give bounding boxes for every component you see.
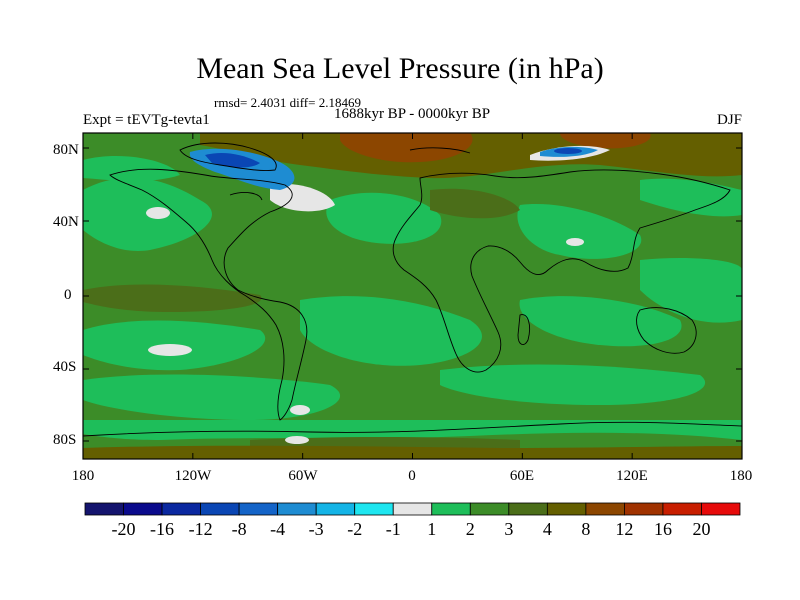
period-label: 1688kyr BP - 0000kyr BP xyxy=(333,106,491,122)
coastlines xyxy=(83,142,742,437)
axis-ticks xyxy=(82,133,743,459)
lat-tick-label: 80N xyxy=(53,142,79,158)
colorbar-label: -8 xyxy=(231,519,247,539)
colorbar-swatch xyxy=(200,502,240,516)
colorbar-label: -4 xyxy=(270,519,286,539)
colorbar-label: 3 xyxy=(504,519,514,539)
colorbar-label: 12 xyxy=(615,519,634,539)
lon-tick-label: 180 xyxy=(729,468,753,484)
colorbar-swatch xyxy=(469,502,510,516)
lon-tick-label: 120E xyxy=(616,468,648,484)
colorbar-swatch xyxy=(84,502,124,516)
lon-tick-label: 0 xyxy=(408,468,416,484)
colorbar-swatch xyxy=(123,502,163,516)
experiment-label: Expt = tEVTg-tevta1 xyxy=(83,112,210,128)
colorbar-label: 8 xyxy=(581,519,591,539)
colorbar-swatch xyxy=(624,502,664,516)
colorbar-swatch xyxy=(701,502,741,516)
colorbar-swatch xyxy=(315,502,356,516)
colorbar-label: -20 xyxy=(111,519,136,539)
map-panel xyxy=(83,133,742,459)
colorbar-swatch xyxy=(238,502,279,516)
colorbar-swatch xyxy=(508,502,548,516)
colorbar-label: 2 xyxy=(465,519,475,539)
colorbar-label: 1 xyxy=(427,519,437,539)
colorbar-swatch xyxy=(161,502,201,516)
colorbar-label: -12 xyxy=(188,519,213,539)
lon-tick-label: 180 xyxy=(71,468,95,484)
colorbar-label: -1 xyxy=(385,519,401,539)
colorbar-swatch xyxy=(277,502,317,516)
lat-tick-label: 0 xyxy=(64,287,72,303)
lat-tick-label: 40S xyxy=(53,359,77,375)
field-strong-negative-regions xyxy=(205,148,582,168)
lat-tick-label: 80S xyxy=(53,432,77,448)
lon-tick-label: 60W xyxy=(288,468,318,484)
lon-tick-label: 60E xyxy=(509,468,535,484)
colorbar-swatch xyxy=(392,502,433,516)
colorbar-swatch xyxy=(546,502,587,516)
colorbar-label: -2 xyxy=(347,519,363,539)
page-title: Mean Sea Level Pressure (in hPa) xyxy=(196,52,604,85)
stats-text: rmsd= 2.4031 diff= 2.18469 xyxy=(214,95,361,110)
colorbar-label: -3 xyxy=(308,519,324,539)
colorbar xyxy=(84,502,741,516)
colorbar-label: 4 xyxy=(542,519,552,539)
season-label: DJF xyxy=(716,112,742,128)
lon-tick-label: 120W xyxy=(174,468,212,484)
lat-tick-label: 40N xyxy=(53,214,79,230)
field-plus12-regions xyxy=(340,133,651,163)
colorbar-label: 16 xyxy=(653,519,672,539)
field-plus2-regions xyxy=(83,155,742,440)
colorbar-label: -16 xyxy=(150,519,175,539)
colorbar-swatch xyxy=(662,502,702,516)
colorbar-swatch xyxy=(585,502,625,516)
colorbar-swatch xyxy=(431,502,471,516)
colorbar-label: 20 xyxy=(692,519,711,539)
colorbar-swatch xyxy=(354,502,394,516)
